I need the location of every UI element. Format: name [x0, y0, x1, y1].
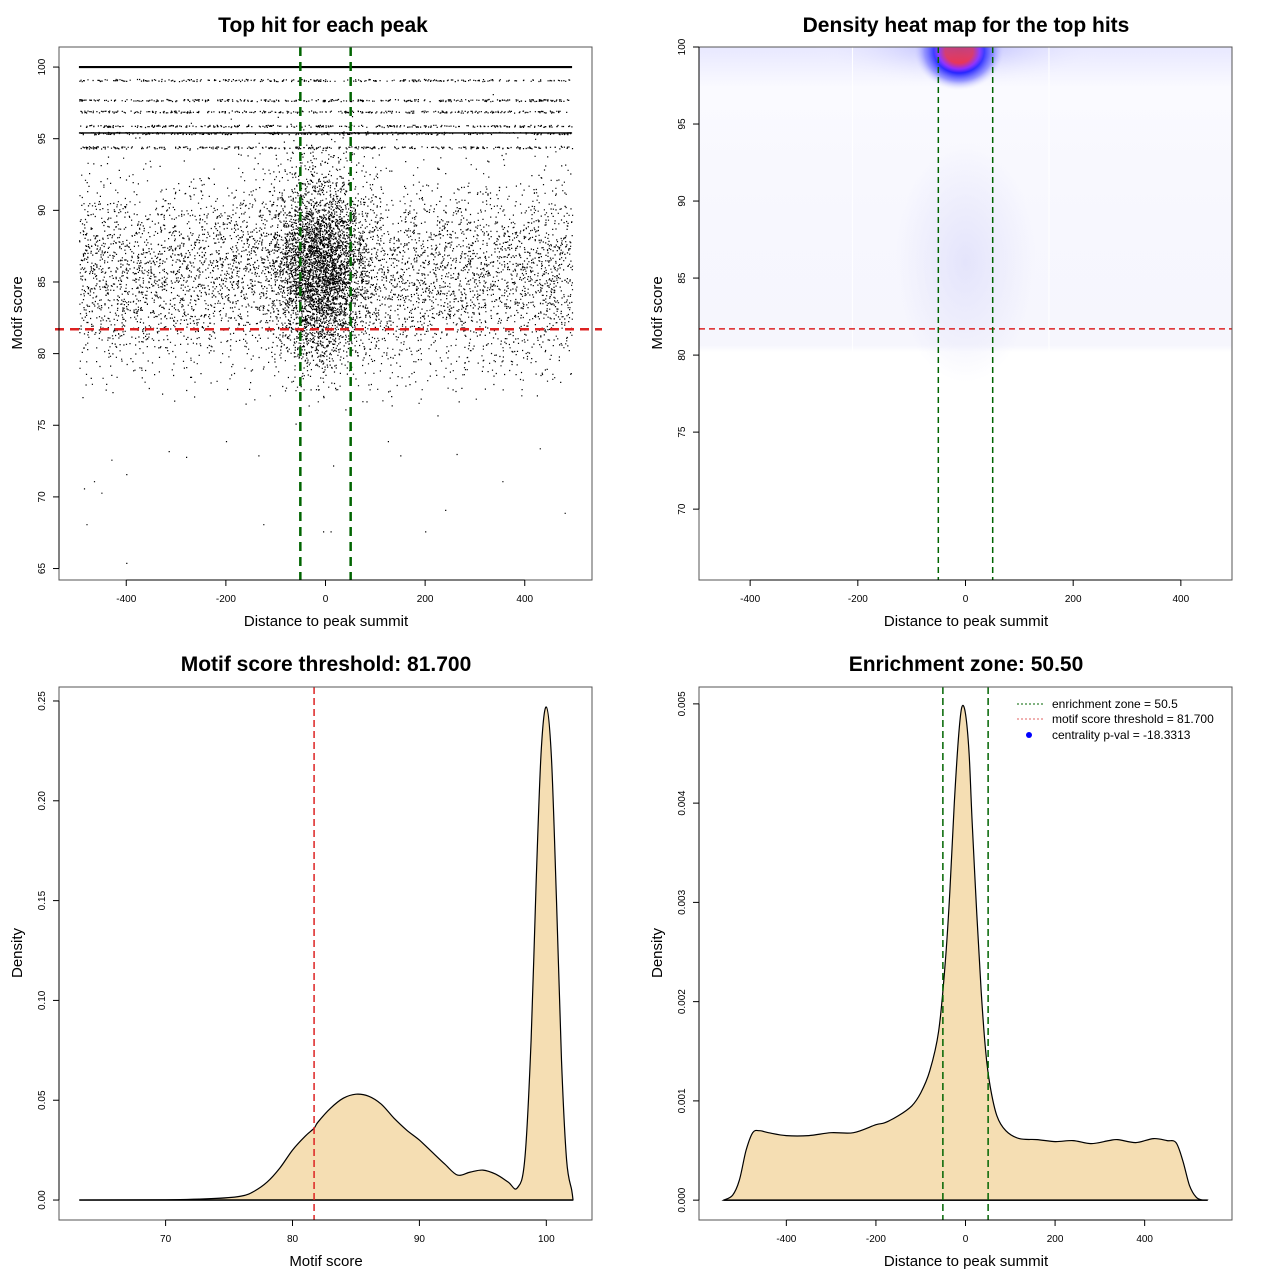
y-axis-label: Motif score — [649, 276, 666, 349]
x-tick-label: -200 — [216, 594, 236, 605]
x-tick-label: 400 — [1136, 1234, 1153, 1245]
legend-label: centrality p-val = -18.3313 — [1052, 728, 1191, 742]
legend-label: motif score threshold = 81.700 — [1052, 712, 1214, 726]
y-tick-label: 95 — [37, 133, 48, 145]
y-tick-label: 100 — [677, 38, 688, 55]
y-tick-label: 0.004 — [677, 790, 688, 815]
density-curve — [721, 704, 1209, 1201]
scatter-points — [78, 78, 574, 565]
y-tick-label: 0.25 — [37, 691, 48, 711]
x-axis-label: Motif score — [289, 1253, 362, 1270]
y-tick-label: 75 — [677, 426, 688, 438]
chart-title: Top hit for each peak — [218, 14, 428, 37]
x-tick-label: 0 — [963, 594, 969, 605]
y-tick-label: 0.005 — [677, 691, 688, 716]
y-tick-label: 0.20 — [37, 791, 48, 811]
x-tick-label: 400 — [1173, 594, 1190, 605]
x-tick-label: 80 — [287, 1234, 299, 1245]
x-tick-label: -200 — [866, 1234, 886, 1245]
x-tick-label: 200 — [1065, 594, 1082, 605]
legend-label: enrichment zone = 50.5 — [1052, 697, 1178, 711]
chart-title: Density heat map for the top hits — [803, 14, 1130, 37]
y-tick-label: 80 — [37, 348, 48, 360]
heatmap-panel: Density heat map for the top hits Distan… — [649, 14, 1233, 630]
x-tick-label: 90 — [414, 1234, 426, 1245]
y-tick-label: 0.10 — [37, 990, 48, 1010]
y-tick-label: 75 — [37, 419, 48, 431]
plot-area — [79, 687, 574, 1220]
x-tick-label: 200 — [417, 594, 434, 605]
y-tick-label: 100 — [37, 58, 48, 75]
x-tick-label: -400 — [116, 594, 136, 605]
legend: enrichment zone = 50.5 motif score thres… — [1017, 697, 1214, 742]
y-tick-label: 85 — [37, 276, 48, 288]
density-curve — [79, 706, 574, 1201]
y-tick-label: 0.003 — [677, 889, 688, 914]
x-tick-label: 200 — [1047, 1234, 1064, 1245]
plot-area — [55, 47, 602, 580]
y-tick-label: 90 — [37, 204, 48, 216]
plot-area — [721, 687, 1209, 1220]
y-tick-label: 65 — [37, 563, 48, 575]
x-tick-label: 0 — [323, 594, 329, 605]
x-tick-label: -400 — [740, 594, 760, 605]
y-tick-label: 0.00 — [37, 1190, 48, 1210]
chart-title: Enrichment zone: 50.50 — [849, 653, 1084, 676]
y-axis-label: Density — [9, 927, 26, 978]
x-axis-label: Distance to peak summit — [884, 613, 1049, 630]
heatmap-hotspot — [895, 142, 1036, 383]
legend-swatch-pval — [1026, 732, 1032, 738]
x-tick-label: 400 — [516, 594, 533, 605]
y-tick-label: 80 — [677, 349, 688, 361]
y-tick-label: 0.002 — [677, 989, 688, 1014]
x-axis-label: Distance to peak summit — [884, 1253, 1049, 1270]
y-tick-label: 0.15 — [37, 890, 48, 910]
x-tick-label: 100 — [538, 1234, 555, 1245]
heatmap-halo — [809, 47, 1109, 87]
x-tick-label: 70 — [160, 1234, 172, 1245]
scatter-panel: Top hit for each peak Distance to peak s… — [9, 14, 602, 630]
y-tick-label: 95 — [677, 118, 688, 130]
x-tick-label: -200 — [848, 594, 868, 605]
x-tick-label: 0 — [963, 1234, 969, 1245]
y-tick-label: 0.000 — [677, 1187, 688, 1212]
y-tick-label: 70 — [677, 503, 688, 515]
score-density-panel: Motif score threshold: 81.700 Motif scor… — [9, 653, 593, 1270]
y-axis-label: Density — [649, 927, 666, 978]
y-tick-label: 85 — [677, 272, 688, 284]
y-tick-label: 90 — [677, 195, 688, 207]
y-axis-label: Motif score — [9, 276, 26, 349]
y-tick-label: 0.05 — [37, 1090, 48, 1110]
y-tick-label: 0.001 — [677, 1088, 688, 1113]
x-axis-label: Distance to peak summit — [244, 613, 409, 630]
chart-title: Motif score threshold: 81.700 — [181, 653, 472, 676]
distance-density-panel: Enrichment zone: 50.50 Distance to peak … — [649, 653, 1233, 1270]
y-tick-label: 70 — [37, 491, 48, 503]
x-tick-label: -400 — [776, 1234, 796, 1245]
plot-area — [699, 47, 1232, 580]
